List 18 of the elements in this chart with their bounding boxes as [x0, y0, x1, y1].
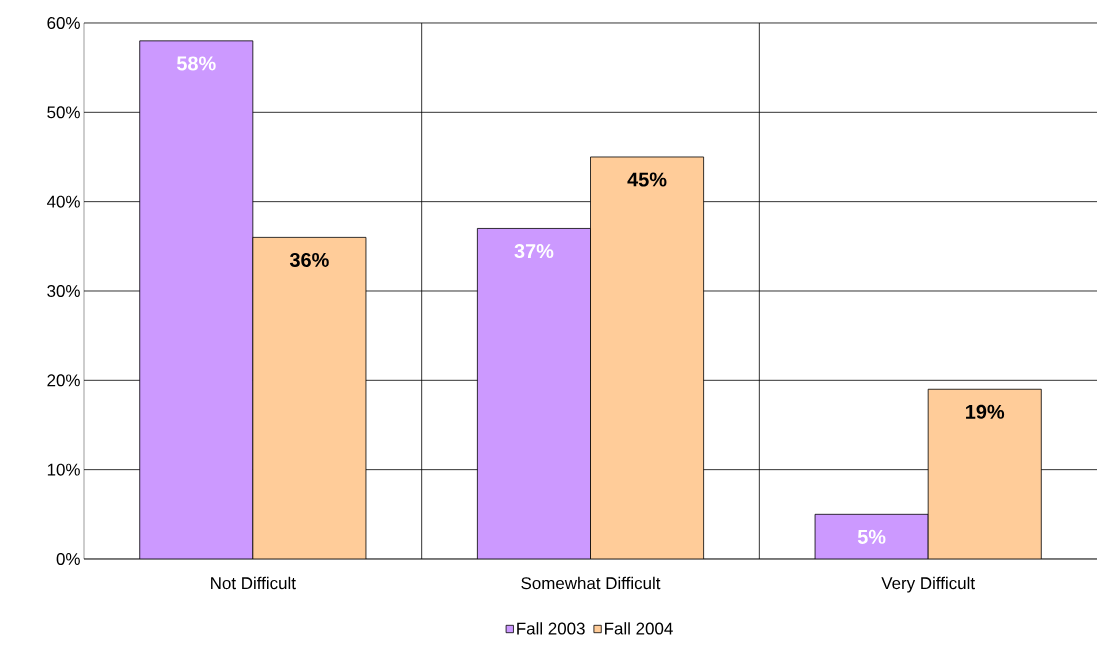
legend-label: Fall 2003 — [517, 622, 585, 635]
y-tick-label: 40% — [46, 195, 80, 208]
y-tick-label: 30% — [47, 284, 80, 297]
data-label: 5% — [857, 529, 886, 544]
legend-label: Fall 2004 — [605, 622, 673, 635]
y-tick-label: 10% — [47, 463, 80, 476]
x-tick-label: Very Difficult — [881, 576, 975, 593]
data-label: 37% — [514, 243, 554, 259]
y-tick-label: 60% — [47, 16, 80, 29]
y-tick-label: 20% — [47, 374, 80, 387]
data-label: 19% — [966, 404, 1005, 419]
y-tick-label: 50% — [47, 106, 80, 119]
data-label: 58% — [176, 56, 216, 71]
y-tick-label: 0% — [56, 552, 80, 565]
x-tick-label: Somewhat Difficult — [521, 576, 661, 590]
x-tick-label: Not Difficult — [211, 576, 296, 590]
data-label: 45% — [627, 172, 667, 187]
data-label: 36% — [289, 252, 329, 268]
